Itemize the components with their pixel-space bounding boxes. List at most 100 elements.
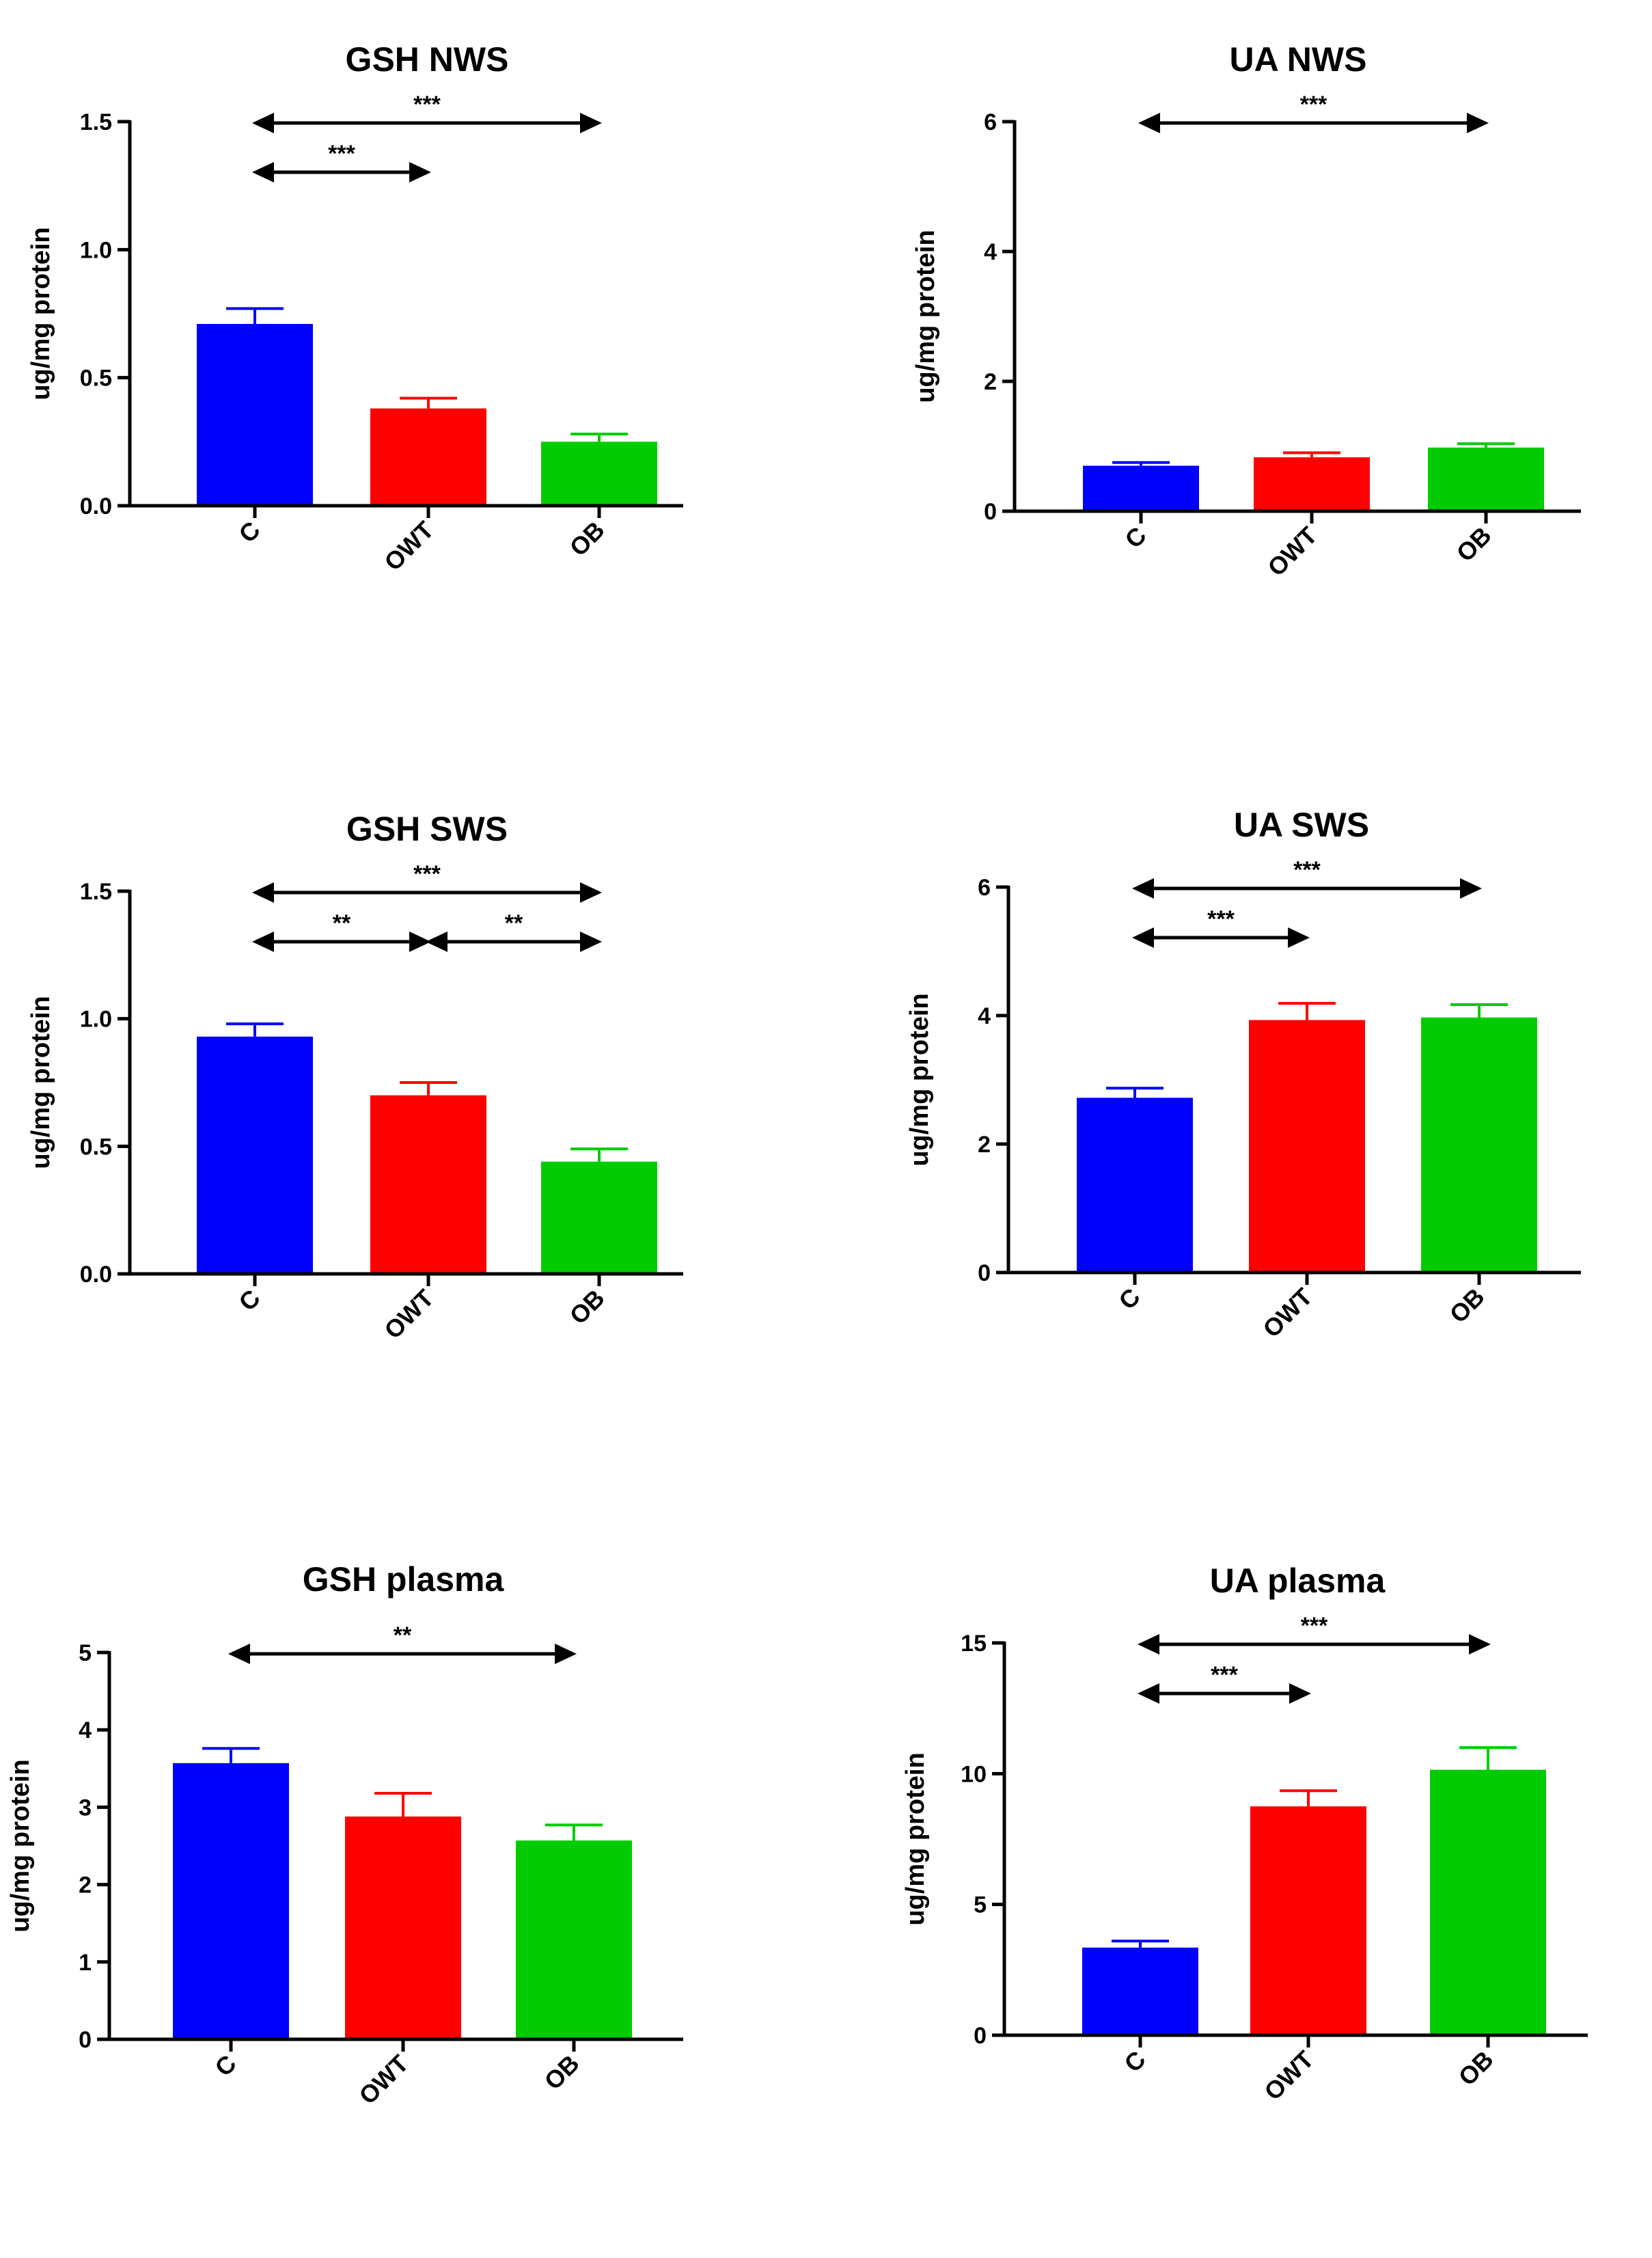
arrowhead-right-icon — [580, 113, 602, 133]
significance-label: *** — [1300, 92, 1327, 118]
chart-gsh-sws: GSH SWS ug/mg protein 0.0 0.5 1.0 1.5 C OWT OB **… — [0, 765, 826, 1495]
significance-label: *** — [413, 861, 441, 887]
y-tick-label: 1 — [79, 1950, 92, 1976]
significance-bracket: *** — [252, 92, 602, 133]
x-tick-label-owt: OWT — [1257, 1283, 1317, 1343]
arrowhead-left-icon — [1138, 113, 1160, 133]
y-tick-label: 4 — [978, 1003, 991, 1029]
x-tick-label-ob: OB — [564, 516, 609, 562]
x-tick-label-c: C — [1118, 2045, 1151, 2078]
chart-svg: UA NWS ug/mg protein 0 2 4 6 C OWT OB *** — [911, 40, 1581, 582]
significance-label: ** — [394, 1622, 412, 1648]
chart-title: GSH plasma — [303, 1560, 505, 1599]
y-tick-label: 0.0 — [80, 493, 112, 519]
figure: GSH NWS ug/mg protein 0.0 0.5 1.0 1.5 C OWT OB **… — [0, 0, 1652, 2110]
bar-ob — [541, 1161, 657, 1274]
y-tick-label: 2 — [978, 1132, 991, 1158]
arrowhead-right-icon — [1469, 1634, 1491, 1655]
arrowhead-right-icon — [409, 162, 431, 182]
y-tick-label: 2 — [79, 1873, 92, 1899]
significance-bracket: *** — [252, 861, 602, 903]
significance-bracket: ** — [252, 910, 431, 952]
significance-bracket: *** — [252, 141, 431, 182]
y-tick-label: 1.0 — [80, 237, 112, 263]
significance-label: *** — [1211, 1662, 1238, 1688]
x-tick-label-c: C — [1113, 1283, 1145, 1315]
x-tick-label-owt: OWT — [1258, 2045, 1319, 2106]
chart-svg: UA SWS ug/mg protein 0 2 4 6 C OWT OB *** *** — [905, 806, 1581, 1343]
y-tick-label: 0 — [984, 499, 997, 525]
chart-gsh-nws: GSH NWS ug/mg protein 0.0 0.5 1.0 1.5 C OWT OB **… — [0, 0, 826, 730]
arrowhead-right-icon — [580, 882, 602, 903]
y-tick-label: 0.0 — [80, 1262, 112, 1288]
significance-bracket: *** — [1132, 857, 1482, 899]
x-tick-label-ob: OB — [1444, 1283, 1489, 1329]
chart-ua-plasma: UA plasma ug/mg protein 0 5 10 15 C OWT OB *** *** — [826, 1524, 1652, 2254]
x-tick-label-owt: OWT — [1262, 521, 1322, 582]
y-tick-label: 4 — [79, 1717, 92, 1743]
bar-ob — [541, 441, 657, 506]
y-tick-label: 0 — [79, 2027, 92, 2053]
arrowhead-right-icon — [1289, 1683, 1311, 1704]
bar-ob — [1428, 447, 1544, 511]
x-tick-label-c: C — [209, 2050, 241, 2082]
bar-c — [197, 323, 313, 506]
y-tick-label: 1.5 — [80, 109, 112, 135]
y-tick-label: 6 — [984, 109, 997, 135]
y-tick-label: 4 — [984, 239, 997, 265]
y-axis-label: ug/mg protein — [911, 230, 940, 403]
arrowhead-right-icon — [1467, 113, 1489, 133]
chart-ua-sws: UA SWS ug/mg protein 0 2 4 6 C OWT OB *** *** — [826, 765, 1652, 1495]
significance-label: *** — [1207, 906, 1235, 932]
significance-label: *** — [328, 141, 355, 167]
bar-ob — [1430, 1769, 1546, 2035]
bar-c — [1082, 1947, 1198, 2035]
bar-owt — [370, 408, 486, 506]
arrowhead-left-icon — [1138, 1683, 1159, 1704]
significance-label: ** — [333, 910, 351, 936]
arrowhead-left-icon — [228, 1644, 250, 1664]
significance-bracket: ** — [426, 910, 602, 952]
bar-owt — [1249, 1020, 1365, 1273]
bar-c — [197, 1036, 313, 1274]
bar-c — [1083, 465, 1199, 511]
arrowhead-left-icon — [252, 931, 274, 952]
x-tick-label-c: C — [233, 1284, 265, 1316]
x-tick-label-c: C — [1119, 521, 1151, 554]
x-tick-label-owt: OWT — [353, 2050, 413, 2110]
y-axis-label: ug/mg protein — [905, 993, 934, 1166]
arrowhead-right-icon — [580, 931, 602, 952]
arrowhead-right-icon — [1288, 927, 1310, 948]
arrowhead-right-icon — [409, 931, 431, 952]
bar-owt — [370, 1095, 486, 1274]
significance-bracket: *** — [1138, 92, 1489, 133]
y-tick-label: 0 — [974, 2023, 987, 2049]
arrowhead-left-icon — [1132, 927, 1154, 948]
significance-bracket: *** — [1138, 1662, 1311, 1704]
y-tick-label: 0.5 — [80, 1134, 112, 1160]
significance-label: *** — [1293, 857, 1321, 883]
arrowhead-right-icon — [555, 1644, 577, 1664]
chart-svg: GSH SWS ug/mg protein 0.0 0.5 1.0 1.5 C OWT OB **… — [27, 810, 683, 1344]
arrowhead-left-icon — [252, 113, 274, 133]
y-tick-label: 6 — [978, 875, 991, 901]
chart-title: UA NWS — [1230, 40, 1367, 79]
bar-owt — [345, 1816, 461, 2039]
bar-owt — [1254, 457, 1370, 511]
significance-label: *** — [1301, 1613, 1328, 1639]
y-tick-label: 0 — [978, 1260, 991, 1286]
y-tick-label: 10 — [961, 1761, 987, 1787]
bar-c — [173, 1763, 289, 2039]
arrowhead-left-icon — [1132, 878, 1154, 899]
significance-label: ** — [505, 910, 523, 936]
x-tick-label-ob: OB — [538, 2050, 584, 2095]
y-axis-label: ug/mg protein — [901, 1752, 930, 1925]
x-tick-label-owt: OWT — [378, 516, 439, 576]
x-tick-label-owt: OWT — [378, 1284, 439, 1344]
y-tick-label: 3 — [79, 1795, 92, 1821]
arrowhead-right-icon — [1460, 878, 1482, 899]
significance-bracket: ** — [228, 1622, 577, 1664]
significance-bracket: *** — [1132, 906, 1310, 948]
chart-svg: GSH plasma ug/mg protein 0 1 2 3 4 5 C OWT OB ** — [6, 1560, 683, 2110]
y-axis-label: ug/mg protein — [27, 227, 55, 400]
